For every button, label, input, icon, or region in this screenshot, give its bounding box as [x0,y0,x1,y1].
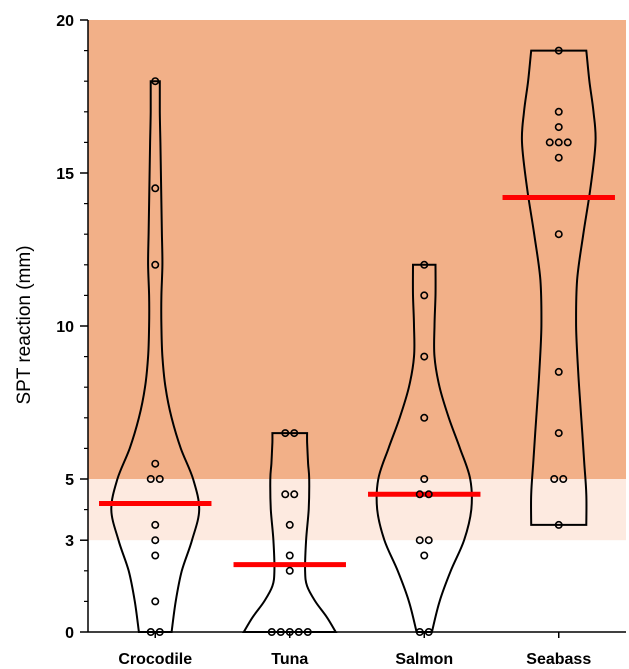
data-point [550,474,559,483]
data-point [420,413,429,422]
data-point [554,520,563,529]
data-point [151,260,160,269]
data-point [151,597,160,606]
data-point [554,230,563,239]
y-tick-label: 15 [56,166,74,183]
y-tick-label: 5 [65,472,74,489]
x-tick-label: Seabass [526,651,591,668]
violin-outline [110,80,201,633]
data-point [424,536,433,545]
data-point [290,429,299,438]
data-point [281,429,290,438]
data-point [151,536,160,545]
background-band-2 [88,20,626,479]
violin-outline [242,432,338,633]
data-point [559,474,568,483]
data-point [151,77,160,86]
data-point [146,474,155,483]
y-tick-label: 3 [65,533,74,550]
data-point [151,184,160,193]
data-point [151,459,160,468]
data-point [420,474,429,483]
data-point [285,566,294,575]
x-tick-label: Tuna [271,651,308,668]
data-point [155,474,164,483]
data-point [554,46,563,55]
y-tick-label: 10 [56,319,74,336]
data-point [151,520,160,529]
data-point [420,551,429,560]
data-point [554,123,563,132]
data-point [281,490,290,499]
data-point [563,138,572,147]
data-point [545,138,554,147]
data-point [554,153,563,162]
data-point [415,536,424,545]
data-point [285,520,294,529]
data-point [290,490,299,499]
violin-outline [375,263,473,633]
data-point [554,107,563,116]
data-point [420,352,429,361]
y-axis-title: SPT reaction (mm) [14,245,35,404]
violin-crocodile: Crocodile [99,77,212,668]
y-tick-label: 0 [65,625,74,642]
violin-salmon: Salmon [368,260,481,668]
data-point [424,490,433,499]
x-tick-label: Crocodile [118,651,192,668]
data-point [554,138,563,147]
y-tick-label: 20 [56,13,74,30]
violins: Crocodile Tuna Salmon Seabass [99,46,615,668]
data-point [151,551,160,560]
data-point [420,260,429,269]
data-point [285,551,294,560]
violin-seabass: Seabass [502,46,615,668]
x-tick-label: Salmon [395,651,453,668]
axes: 0 3 5 10 15 20 [56,13,626,642]
background-bands [88,20,626,632]
violin-outline [520,49,597,526]
data-point [554,429,563,438]
data-point [554,367,563,376]
background-band-1 [88,479,626,541]
data-point [420,291,429,300]
data-point [415,490,424,499]
background-band-0 [88,540,626,632]
